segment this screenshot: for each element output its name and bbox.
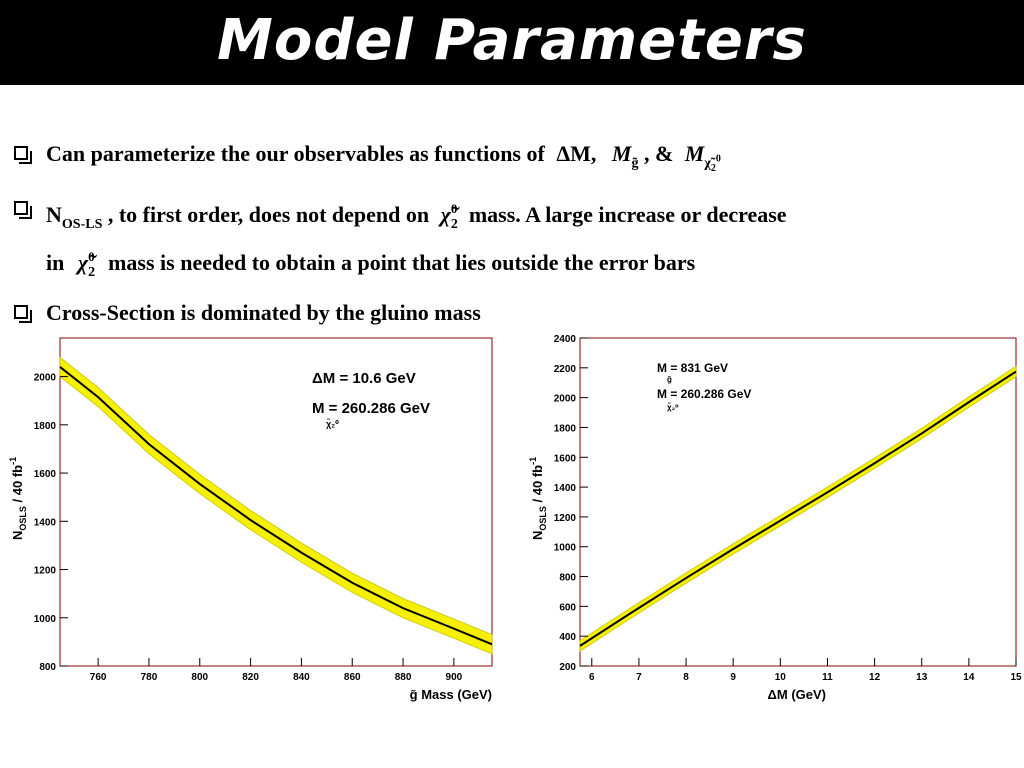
x-axis-label: g̃ Mass (GeV) <box>410 687 492 702</box>
bullet-2-text-b: mass. A large increase or decrease <box>468 201 787 227</box>
neutralino-symbol: χ̃20 <box>77 248 96 280</box>
y-axis-label: NOSLS / 40 fb-1 <box>528 457 548 540</box>
annotation-mgluino-sub: g̃ <box>667 375 672 384</box>
y-tick-label: 1600 <box>554 453 577 464</box>
x-tick-label: 10 <box>775 672 787 683</box>
chart-gluino-mass: 760 780 800 820 840 860 880 900 800 1000 1200 1400 1… <box>8 337 493 702</box>
chart-delta-m: 6 7 8 9 10 11 12 13 14 15 200 400 600 800 1000 1200 1400… <box>528 334 1022 702</box>
y-tick-label: 1000 <box>34 614 57 625</box>
bullet-1: Can parameterize the our observables as … <box>12 138 1012 185</box>
y-tick-label: 1400 <box>554 483 577 494</box>
bullet-3-text: Cross-Section is dominated by the gluino… <box>46 299 481 325</box>
x-tick-label: 7 <box>636 672 642 683</box>
page-title: Model Parameters <box>217 8 807 73</box>
bullet-3: Cross-Section is dominated by the gluino… <box>12 297 1012 329</box>
annotation-mchi: M = 260.286 GeV <box>657 387 751 401</box>
bullet-2: NOS-LS , to first order, does not depend… <box>12 193 1012 289</box>
x-tick-label: 900 <box>446 672 463 683</box>
neutralino-symbol: χ̃20 <box>440 200 458 232</box>
x-tick-label: 820 <box>242 672 259 683</box>
x-tick-label: 9 <box>730 672 736 683</box>
annotation-mgluino: M = 831 GeV <box>657 361 728 375</box>
x-tick-label: 14 <box>963 672 975 683</box>
x-tick-label: 6 <box>589 672 595 683</box>
annotation-mchi-sub: χ̃₂⁰ <box>667 403 679 412</box>
x-tick-label: 760 <box>90 672 107 683</box>
y-tick-label: 1400 <box>34 517 57 528</box>
x-tick-label: 880 <box>395 672 412 683</box>
y-tick-label: 1600 <box>34 469 57 480</box>
y-tick-label: 1200 <box>554 513 577 524</box>
bullet-2-text-a: , to first order, does not depend on <box>107 201 430 227</box>
bullet-2-line-2: in χ̃20 mass is needed to obtain a point… <box>46 241 1012 289</box>
y-tick-label: 800 <box>559 573 576 584</box>
annotation-dm: ΔM = 10.6 GeV <box>312 370 416 387</box>
bullet-2-n-sub: OS-LS <box>61 216 103 232</box>
error-band <box>579 365 1017 652</box>
x-tick-label: 11 <box>822 672 833 683</box>
y-tick-label: 2400 <box>554 334 577 345</box>
x-tick-label: 8 <box>683 672 689 683</box>
y-tick-label: 1000 <box>554 543 577 554</box>
x-tick-label: 12 <box>869 672 881 683</box>
title-bar: Model Parameters <box>0 0 1024 85</box>
x-tick-label: 13 <box>916 672 928 683</box>
y-tick-label: 2200 <box>554 364 577 375</box>
bullet-list: Can parameterize the our observables as … <box>12 138 1012 337</box>
x-axis-label: ΔM (GeV) <box>768 687 826 702</box>
checkbox-bullet-icon <box>14 200 32 219</box>
series-line <box>59 366 493 646</box>
y-tick-label: 200 <box>559 662 576 673</box>
x-tick-label: 800 <box>191 672 208 683</box>
bullet-1-dm: ΔM, <box>556 141 597 166</box>
annotation-mchi-sub: χ̃₂⁰ <box>326 418 339 429</box>
checkbox-bullet-icon <box>14 304 32 323</box>
x-tick-label: 840 <box>293 672 310 683</box>
y-tick-label: 400 <box>559 632 576 643</box>
y-axis-label: NOSLS / 40 fb-1 <box>8 457 28 540</box>
y-tick-label: 1200 <box>34 566 57 577</box>
y-tick-label: 1800 <box>34 421 57 432</box>
checkbox-bullet-icon <box>14 146 32 164</box>
y-tick-label: 2000 <box>554 394 577 405</box>
bullet-1-amp: , & <box>643 141 674 166</box>
x-tick-label: 780 <box>141 672 158 683</box>
bullet-2-n: N <box>46 201 62 227</box>
y-tick-label: 2000 <box>34 373 57 384</box>
error-band <box>59 356 493 655</box>
y-tick-label: 600 <box>559 602 576 613</box>
bullet-2-line-2-text: mass is needed to obtain a point that li… <box>108 249 696 275</box>
bullet-1-text: Can parameterize the our observables as … <box>46 141 545 166</box>
annotation-mchi: M = 260.286 GeV <box>312 400 430 417</box>
chart-frame <box>579 337 1017 667</box>
m-neutralino-symbol: Mχ̃20 <box>684 141 721 174</box>
series-line <box>579 370 1017 647</box>
y-tick-label: 800 <box>39 662 56 673</box>
m-gluino-symbol: Mg̃ <box>611 141 639 171</box>
y-tick-label: 1800 <box>554 423 577 434</box>
x-tick-label: 860 <box>344 672 361 683</box>
x-tick-label: 15 <box>1010 672 1022 683</box>
bullet-2-in: in <box>46 249 65 275</box>
